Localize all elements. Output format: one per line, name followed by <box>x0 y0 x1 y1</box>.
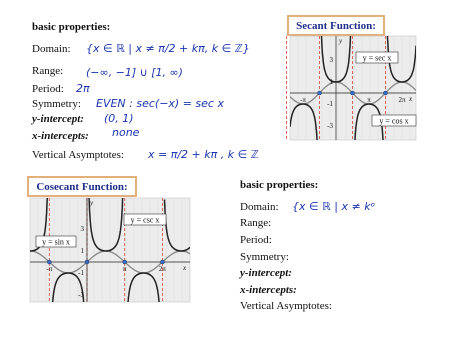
tick-label: -1 <box>327 100 333 108</box>
label: x-intercepts: <box>239 284 297 296</box>
title-box <box>287 15 385 36</box>
callout <box>355 51 399 64</box>
heading: basic properties: <box>32 21 110 33</box>
answer: none <box>112 126 140 139</box>
label: Vertical Asymptotes: <box>240 300 332 312</box>
axis-label: x <box>408 95 413 103</box>
callout <box>35 235 77 248</box>
label: Period: <box>32 83 64 95</box>
title: Secant Function: <box>296 20 376 32</box>
answer: {x ∈ ℝ | x ≠ π/2 + kπ, k ∈ ℤ} <box>86 42 250 55</box>
label: y-intercept: <box>238 267 292 279</box>
tick-label: 1 <box>330 78 334 86</box>
tick-label: 3 <box>81 225 85 233</box>
tick-label: -3 <box>78 291 84 299</box>
label: Symmetry: <box>32 98 81 110</box>
point <box>160 259 165 265</box>
callout-label: y = csc x <box>131 216 160 225</box>
answer: 2π <box>76 82 90 95</box>
axis-label: y <box>338 37 343 45</box>
tick-label: 3 <box>330 56 334 64</box>
point <box>84 259 90 265</box>
tick-label: -1 <box>78 269 84 277</box>
label: x-intercepts: <box>31 130 89 142</box>
tick-label: -π <box>300 96 306 104</box>
callout <box>123 213 167 226</box>
callout-label: y = sec x <box>363 54 392 63</box>
tick-label: -3 <box>327 122 333 130</box>
label: Range: <box>32 65 63 77</box>
point <box>122 259 127 265</box>
heading: basic properties: <box>240 179 318 191</box>
tick-label: π <box>367 96 371 104</box>
answer: EVEN : sec(−x) = sec x <box>96 97 224 110</box>
point <box>47 259 52 265</box>
point <box>317 90 322 96</box>
tick-label: π <box>123 265 127 273</box>
point <box>383 90 388 96</box>
callout <box>371 114 417 127</box>
label: Symmetry: <box>240 251 289 263</box>
axis-label: y <box>89 199 94 207</box>
tick-label: -π <box>46 265 52 273</box>
label: Domain: <box>32 43 71 55</box>
answer: x = π/2 + kπ , k ∈ ℤ <box>147 148 259 161</box>
title-box <box>27 176 137 197</box>
curve <box>30 198 190 302</box>
callout-label: y = cos x <box>379 117 408 126</box>
label: Range: <box>240 217 271 229</box>
curve <box>290 36 416 140</box>
point <box>350 90 355 96</box>
tick-label: 2π <box>398 96 406 104</box>
answer: (0, 1) <box>104 112 134 125</box>
label: Period: <box>240 234 272 246</box>
cosecant-graph: y x 3 1 -1 -3 -π π 2π y = csc x y = sin x <box>29 197 191 303</box>
tick-label: 1 <box>81 247 85 255</box>
label: Vertical Asymptotes: <box>32 149 124 161</box>
secant-graph: y x 3 1 -1 -3 -π π 2π y = sec x y = cos x <box>286 35 417 141</box>
answer: (−∞, −1] ∪ [1, ∞) <box>86 66 183 79</box>
label: Domain: <box>240 201 279 213</box>
title: Cosecant Function: <box>36 181 127 193</box>
answer: {x ∈ ℝ | x ≠ kᵒ <box>292 200 376 213</box>
callout-label: y = sin x <box>42 238 70 247</box>
label: y-intercept: <box>30 113 84 125</box>
axis-label: x <box>182 264 187 272</box>
tick-label: 2π <box>159 265 167 273</box>
